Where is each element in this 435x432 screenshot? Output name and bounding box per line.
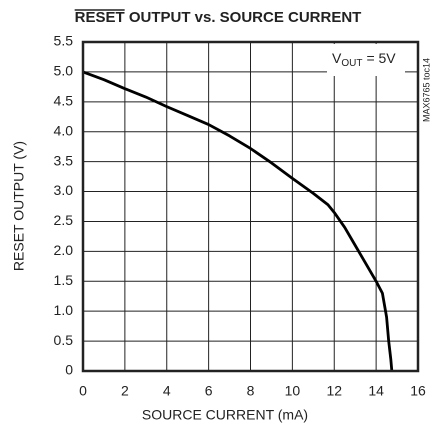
chart-title: RESET OUTPUT vs. SOURCE CURRENT bbox=[75, 9, 362, 26]
annotation-box bbox=[327, 44, 405, 76]
y-tick-label: 3.5 bbox=[54, 152, 74, 168]
x-tick-label: 2 bbox=[121, 383, 129, 399]
plot-frame bbox=[81, 40, 420, 373]
x-tick-label: 4 bbox=[163, 383, 171, 399]
x-tick-label: 8 bbox=[247, 383, 255, 399]
annotation-part: V bbox=[332, 50, 342, 66]
y-tick-label: 4.0 bbox=[54, 122, 74, 138]
y-tick-label: 4.5 bbox=[54, 93, 74, 109]
x-tick-label: 12 bbox=[326, 383, 342, 399]
y-tick-label: 2.0 bbox=[54, 242, 74, 258]
y-tick-label: 0 bbox=[65, 362, 73, 378]
y-axis-label: RESET OUTPUT (V) bbox=[11, 141, 27, 271]
x-tick-label: 6 bbox=[205, 383, 213, 399]
y-tick-label: 1.5 bbox=[54, 272, 74, 288]
y-tick-label: 5.5 bbox=[54, 33, 74, 49]
annotation-part: OUT bbox=[341, 58, 362, 69]
y-tick-label: 5.0 bbox=[54, 63, 74, 79]
annotation: VOUT = 5V bbox=[332, 50, 396, 69]
x-tick-label: 10 bbox=[285, 383, 301, 399]
data-line bbox=[82, 70, 394, 372]
annotation-part: = 5V bbox=[366, 50, 396, 66]
x-tick-label: 0 bbox=[79, 383, 87, 399]
y-tick-label: 3.0 bbox=[54, 182, 74, 198]
y-tick-label: 0.5 bbox=[54, 332, 74, 348]
side-note: MAX6765 toc14 bbox=[421, 58, 431, 122]
x-tick-label: 16 bbox=[410, 383, 426, 399]
y-tick-label: 1.0 bbox=[54, 302, 74, 318]
y-tick-label: 2.5 bbox=[54, 212, 74, 228]
x-tick-label: 14 bbox=[368, 383, 384, 399]
x-axis-label: SOURCE CURRENT (mA) bbox=[142, 407, 308, 423]
